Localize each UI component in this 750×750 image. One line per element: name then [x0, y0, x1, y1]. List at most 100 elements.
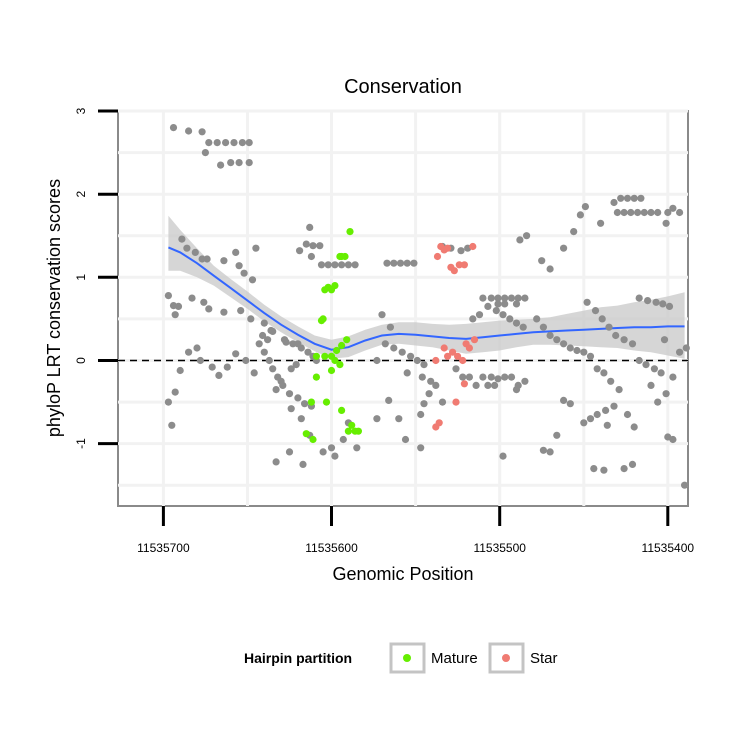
data-point-other: [617, 194, 625, 202]
y-tick-label: 0: [74, 357, 88, 364]
data-point-other: [242, 356, 250, 365]
data-point-other: [302, 240, 310, 248]
data-point-other: [652, 298, 660, 306]
data-point-other: [580, 419, 588, 427]
data-point-other: [259, 331, 267, 340]
data-point-other: [620, 208, 628, 217]
data-point-star: [454, 352, 462, 360]
data-point-other: [373, 356, 381, 365]
plot-panel: [117, 109, 690, 507]
data-point-mature: [312, 352, 320, 360]
data-point-other: [598, 315, 606, 323]
data-point-other: [168, 421, 176, 429]
data-point-other: [494, 300, 502, 308]
legend-label-mature: Mature: [431, 650, 478, 667]
data-point-other: [324, 261, 332, 269]
data-point-other: [198, 128, 206, 136]
data-point-other: [487, 294, 495, 302]
data-point-other: [512, 319, 521, 327]
data-point-other: [459, 373, 467, 381]
y-tick-label: -1: [74, 438, 88, 449]
data-point-other: [237, 307, 245, 315]
data-point-other: [338, 261, 346, 269]
data-point-other: [654, 208, 662, 217]
data-point-other: [516, 236, 524, 244]
data-point-other: [499, 311, 507, 319]
data-point-other: [344, 261, 352, 269]
data-point-other: [469, 315, 477, 323]
data-point-mature: [348, 421, 356, 429]
data-point-mature: [317, 317, 326, 325]
data-point-other: [637, 194, 645, 202]
data-point-other: [230, 139, 238, 147]
data-point-other: [438, 398, 447, 406]
data-point-other: [487, 373, 495, 381]
data-point-other: [185, 348, 193, 356]
data-point-other: [260, 319, 268, 327]
data-point-other: [630, 194, 638, 202]
data-point-other: [654, 398, 662, 406]
data-point-other: [252, 244, 260, 252]
data-point-other: [418, 373, 426, 381]
data-point-other: [238, 139, 246, 147]
data-point-other: [635, 294, 643, 302]
data-point-other: [292, 361, 300, 369]
data-point-other: [248, 276, 257, 284]
data-point-other: [475, 311, 484, 319]
data-point-mature: [344, 427, 352, 435]
legend: Hairpin partition Mature Star: [244, 642, 558, 674]
data-point-mature: [354, 427, 362, 435]
data-point-other: [188, 294, 196, 302]
data-point-mature: [321, 286, 329, 294]
data-point-other: [185, 127, 193, 135]
data-point-star: [433, 252, 442, 261]
data-point-other: [235, 159, 243, 167]
data-point-other: [664, 208, 672, 217]
data-point-other: [620, 465, 628, 473]
data-point-other: [373, 415, 381, 423]
data-point-other: [247, 315, 255, 323]
data-point-other: [586, 415, 595, 423]
data-point-other: [269, 327, 277, 335]
data-point-other: [570, 228, 578, 236]
data-point-other: [401, 435, 410, 444]
data-point-other: [351, 261, 359, 269]
data-point-other: [521, 294, 529, 302]
data-point-other: [507, 294, 516, 302]
data-point-other: [301, 400, 309, 408]
data-point-other: [580, 348, 588, 356]
data-point-mature: [322, 398, 331, 406]
data-point-other: [491, 381, 499, 389]
data-point-other: [669, 373, 677, 381]
data-point-other: [427, 377, 435, 385]
data-point-other: [240, 269, 248, 277]
data-point-other: [640, 208, 648, 217]
data-point-other: [417, 410, 425, 419]
data-point-other: [398, 348, 406, 356]
data-point-other: [390, 344, 398, 352]
data-point-other: [634, 208, 642, 217]
legend-label-star: Star: [530, 650, 558, 667]
data-point-star: [470, 336, 479, 344]
data-point-other: [576, 211, 585, 219]
data-point-other: [662, 390, 670, 398]
data-point-other: [669, 435, 677, 444]
data-point-other: [506, 315, 514, 323]
data-point-other: [425, 390, 433, 398]
data-point-other: [560, 396, 568, 404]
data-point-other: [593, 410, 601, 419]
data-point-other: [191, 248, 199, 256]
legend-title: Hairpin partition: [244, 650, 352, 666]
data-point-other: [492, 307, 500, 315]
data-point-other: [396, 259, 405, 267]
data-point-star: [460, 261, 468, 269]
data-point-other: [297, 415, 305, 423]
x-tick-label: 11535600: [305, 541, 358, 555]
data-point-other: [494, 375, 502, 383]
data-point-other: [610, 402, 618, 410]
data-point-other: [647, 381, 655, 389]
data-point-mature: [343, 336, 351, 344]
data-point-star: [444, 244, 452, 252]
data-point-other: [331, 261, 339, 269]
